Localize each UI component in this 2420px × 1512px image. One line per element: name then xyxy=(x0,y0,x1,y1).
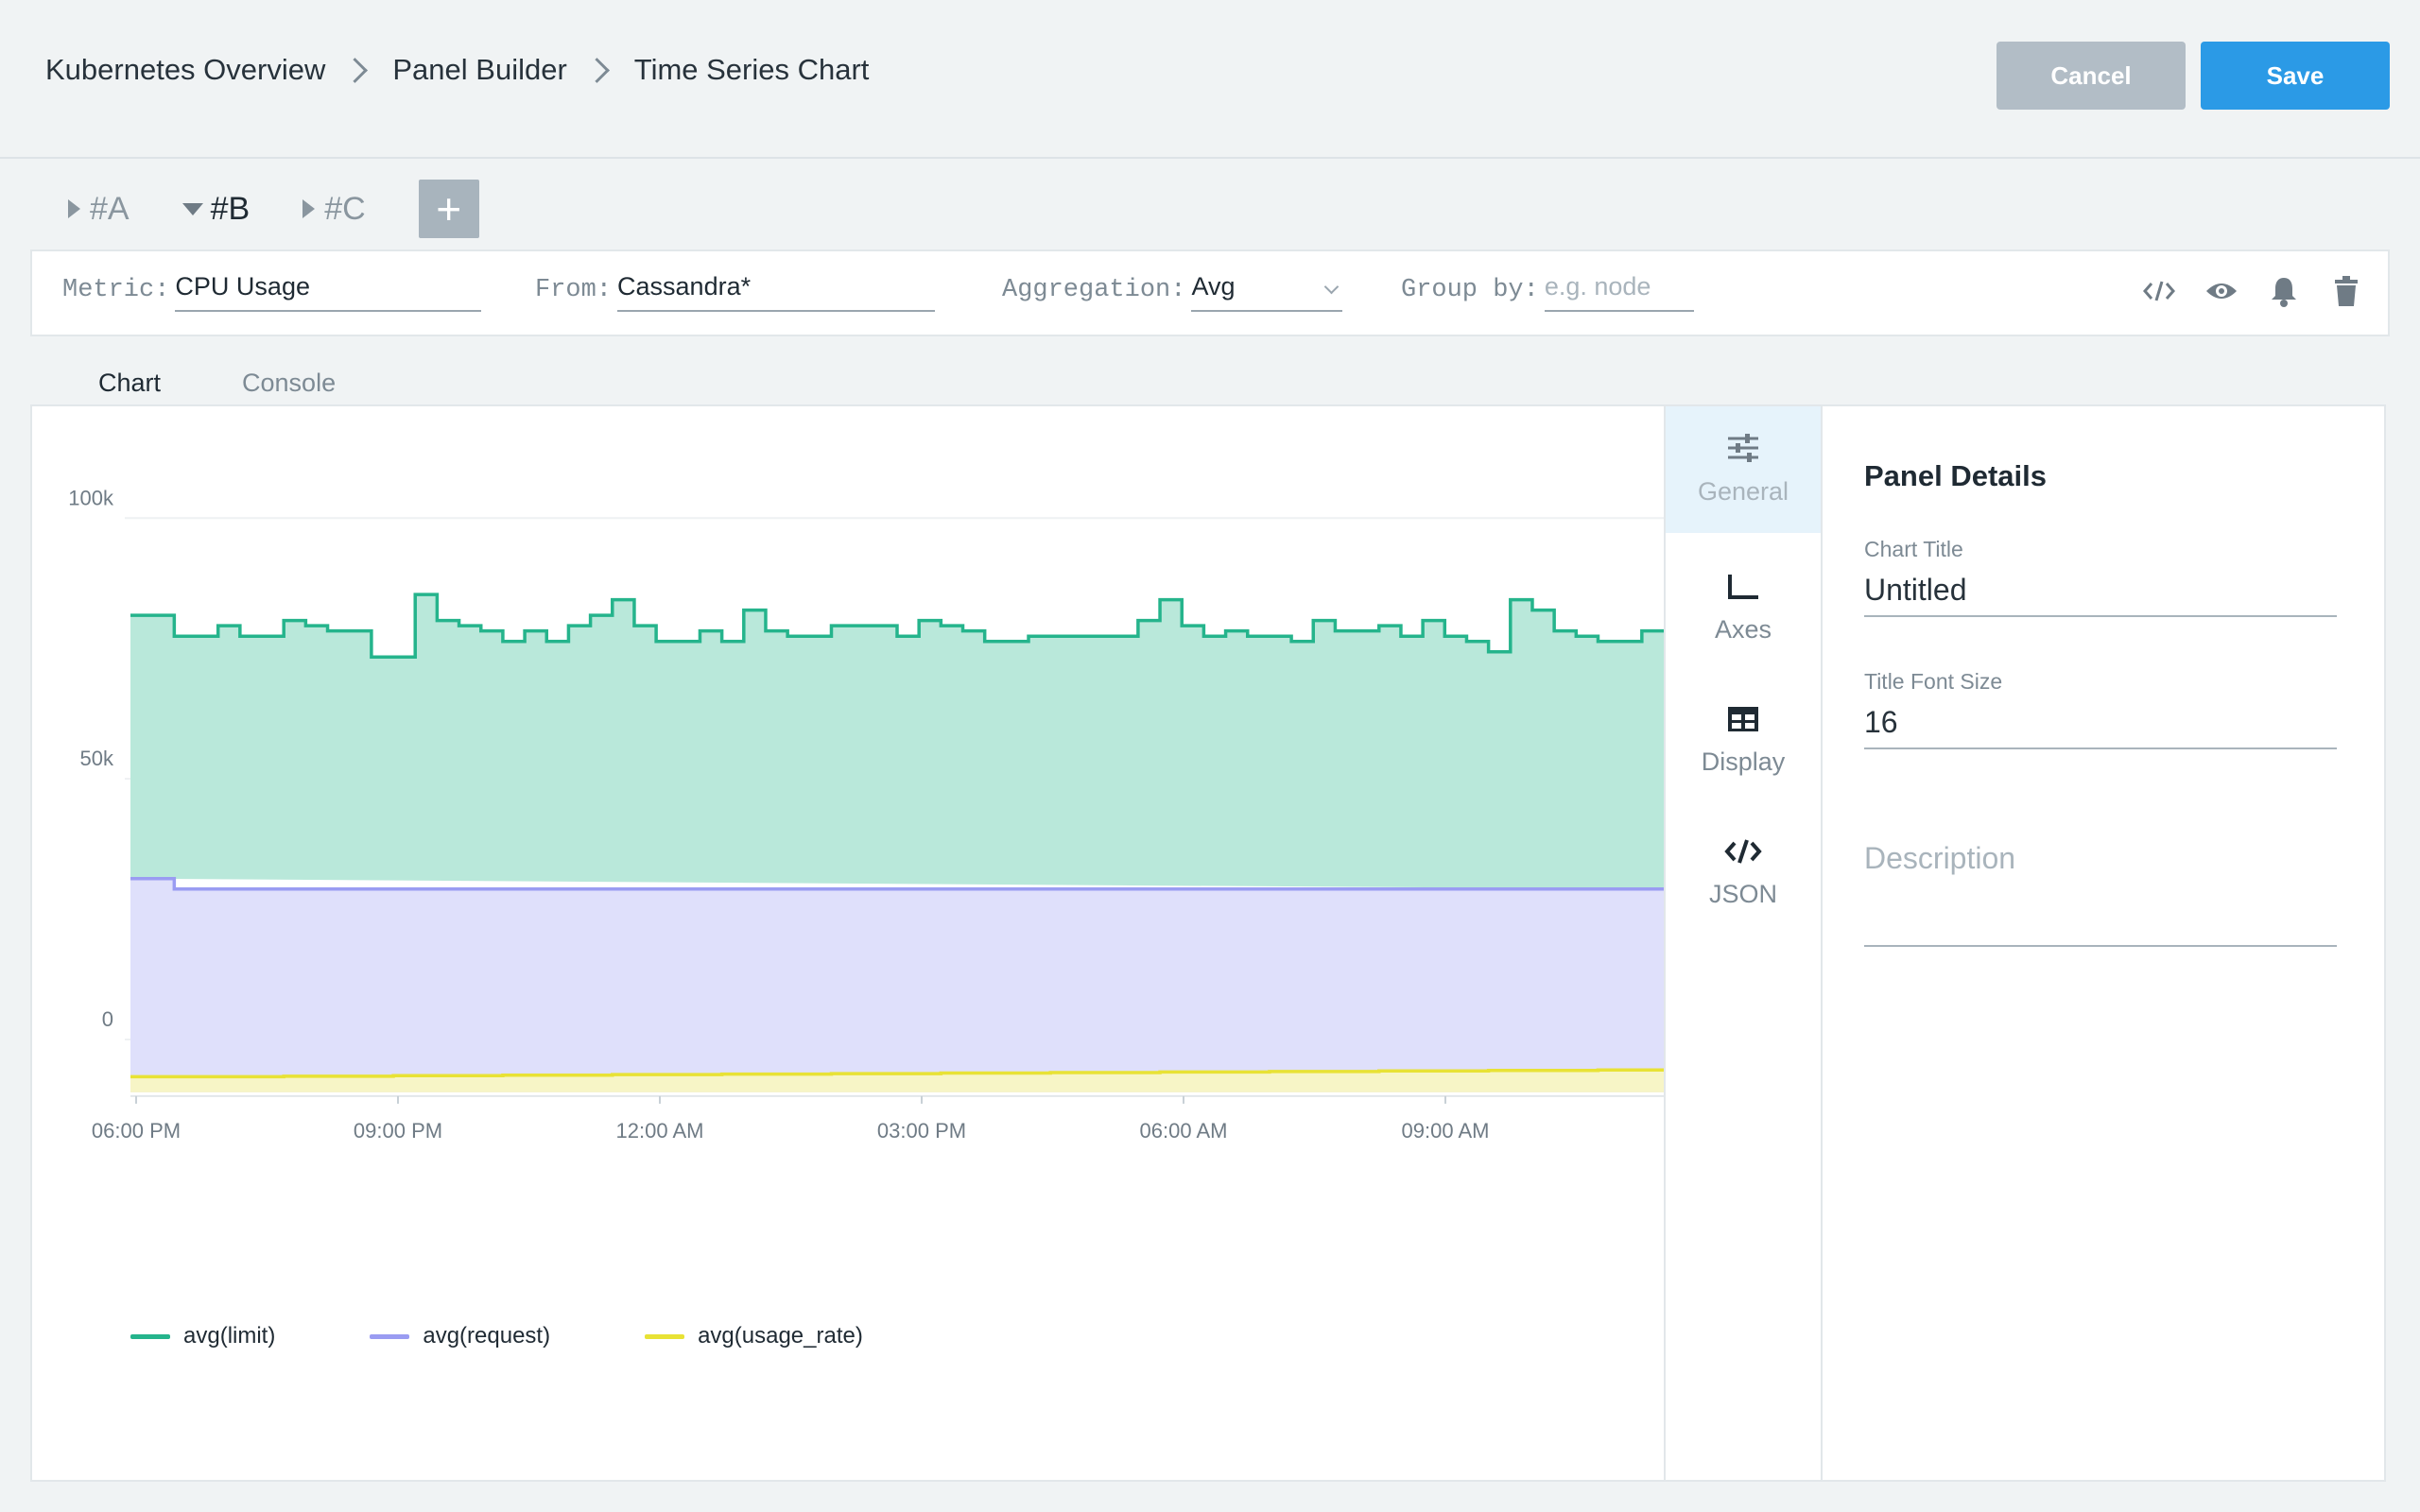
legend-item-usage-rate[interactable]: avg(usage_rate) xyxy=(645,1323,863,1349)
breadcrumb-item-panel-builder[interactable]: Panel Builder xyxy=(392,53,567,86)
table-icon xyxy=(1726,705,1760,740)
add-query-button[interactable]: + xyxy=(418,180,479,238)
bell-icon[interactable] xyxy=(2265,272,2303,310)
sidenav-label: JSON xyxy=(1708,880,1777,908)
x-tick-label: 06:00 PM xyxy=(92,1119,181,1143)
y-tick-label: 50k xyxy=(80,747,114,770)
legend-swatch xyxy=(370,1333,410,1339)
cancel-button[interactable]: Cancel xyxy=(1996,42,2186,110)
from-field: From: Cassandra* xyxy=(535,272,936,312)
query-tab-label: #A xyxy=(90,190,130,227)
x-tick-label: 09:00 AM xyxy=(1402,1119,1490,1143)
breadcrumb-item-kubernetes-overview[interactable]: Kubernetes Overview xyxy=(45,53,326,86)
metric-field: Metric: CPU Usage xyxy=(62,272,482,312)
caret-right-icon xyxy=(68,199,80,218)
y-tick-label: 0 xyxy=(102,1007,113,1031)
from-label: From: xyxy=(535,276,613,304)
axes-icon xyxy=(1726,573,1760,608)
sliders-icon xyxy=(1726,433,1760,470)
metric-input[interactable]: CPU Usage xyxy=(175,272,482,312)
legend-label: avg(usage_rate) xyxy=(698,1323,863,1349)
query-tab-a[interactable]: #A xyxy=(68,191,130,228)
breadcrumb: Kubernetes Overview Panel Builder Time S… xyxy=(45,53,869,87)
sidenav-label: General xyxy=(1697,477,1789,506)
query-tab-label: #B xyxy=(210,190,251,227)
legend-swatch xyxy=(645,1333,685,1339)
top-header: Kubernetes Overview Panel Builder Time S… xyxy=(0,0,2420,159)
chart-legend: avg(limit) avg(request) avg(usage_rate) xyxy=(130,1323,958,1349)
x-tick-label: 12:00 AM xyxy=(616,1119,704,1143)
sidenav-item-display[interactable]: Display xyxy=(1666,705,1821,777)
trash-icon[interactable] xyxy=(2327,272,2365,310)
groupby-field: Group by: e.g. node xyxy=(1401,272,1694,312)
aggregation-field: Aggregation: Avg xyxy=(1002,272,1343,312)
breadcrumb-item-current: Time Series Chart xyxy=(633,53,870,86)
sidenav-item-axes[interactable]: Axes xyxy=(1666,573,1821,644)
sidenav-label: Axes xyxy=(1714,615,1772,644)
chevron-right-icon xyxy=(583,57,610,83)
series-limit-line xyxy=(130,593,1664,660)
series-request-area xyxy=(130,878,1664,1092)
query-tabs: #A #B #C + xyxy=(68,180,479,238)
save-button[interactable]: Save xyxy=(2201,42,2390,110)
x-tick-label: 06:00 AM xyxy=(1140,1119,1228,1143)
y-tick-label: 100k xyxy=(68,486,114,509)
sidenav-label: Display xyxy=(1701,747,1786,776)
chart-title-input[interactable]: Untitled xyxy=(1864,573,2337,617)
panel-details-title: Panel Details xyxy=(1864,459,2047,492)
main-panel: 0 50k 100k 06:00 PM 09:00 PM 12:00 AM 03:00 PM… xyxy=(30,404,2386,1482)
groupby-input[interactable]: e.g. node xyxy=(1544,272,1694,312)
chart-title-label: Chart Title xyxy=(1864,537,1963,561)
query-tab-b[interactable]: #B xyxy=(182,190,251,228)
caret-right-icon xyxy=(302,199,316,218)
aggregation-label: Aggregation: xyxy=(1002,276,1186,304)
query-actions xyxy=(2116,272,2365,310)
caret-down-icon xyxy=(182,202,203,215)
series-request-line xyxy=(130,876,1664,891)
panel-side-nav: General Axes Display JSON xyxy=(1664,406,1823,1480)
legend-label: avg(limit) xyxy=(183,1323,276,1349)
query-tab-c[interactable]: #C xyxy=(302,190,366,228)
query-bar: Metric: CPU Usage From: Cassandra* Aggre… xyxy=(30,249,2390,336)
groupby-label: Group by: xyxy=(1401,276,1539,304)
description-input[interactable]: Description xyxy=(1864,841,2337,947)
time-series-chart[interactable]: 0 50k 100k 06:00 PM 09:00 PM 12:00 AM 03:00 PM… xyxy=(32,406,1664,1276)
x-tick-label: 09:00 PM xyxy=(354,1119,442,1143)
chart-area: 0 50k 100k 06:00 PM 09:00 PM 12:00 AM 03:00 PM… xyxy=(32,406,1664,1480)
panel-details: Panel Details Chart Title Untitled Title… xyxy=(1821,406,2384,1480)
chevron-down-icon xyxy=(1324,279,1340,295)
title-font-size-label: Title Font Size xyxy=(1864,669,2003,694)
query-tab-label: #C xyxy=(324,190,366,227)
sidenav-item-general[interactable]: General xyxy=(1666,406,1821,533)
sidenav-item-json[interactable]: JSON xyxy=(1666,837,1821,909)
series-limit-area xyxy=(130,594,1664,889)
from-input[interactable]: Cassandra* xyxy=(617,272,936,312)
title-font-size-input[interactable]: 16 xyxy=(1864,705,2337,749)
tab-console[interactable]: Console xyxy=(242,369,337,397)
eye-icon[interactable] xyxy=(2203,272,2240,310)
legend-item-request[interactable]: avg(request) xyxy=(370,1323,550,1349)
legend-item-limit[interactable]: avg(limit) xyxy=(130,1323,275,1349)
metric-label: Metric: xyxy=(62,276,170,304)
legend-swatch xyxy=(130,1333,170,1339)
code-icon xyxy=(1724,837,1762,872)
chevron-right-icon xyxy=(342,57,369,83)
aggregation-select[interactable]: Avg xyxy=(1191,272,1343,312)
x-tick-label: 03:00 PM xyxy=(877,1119,966,1143)
aggregation-value: Avg xyxy=(1191,272,1236,301)
code-icon[interactable] xyxy=(2140,272,2178,310)
series-usage-rate-line xyxy=(130,1068,1664,1079)
legend-label: avg(request) xyxy=(423,1323,551,1349)
